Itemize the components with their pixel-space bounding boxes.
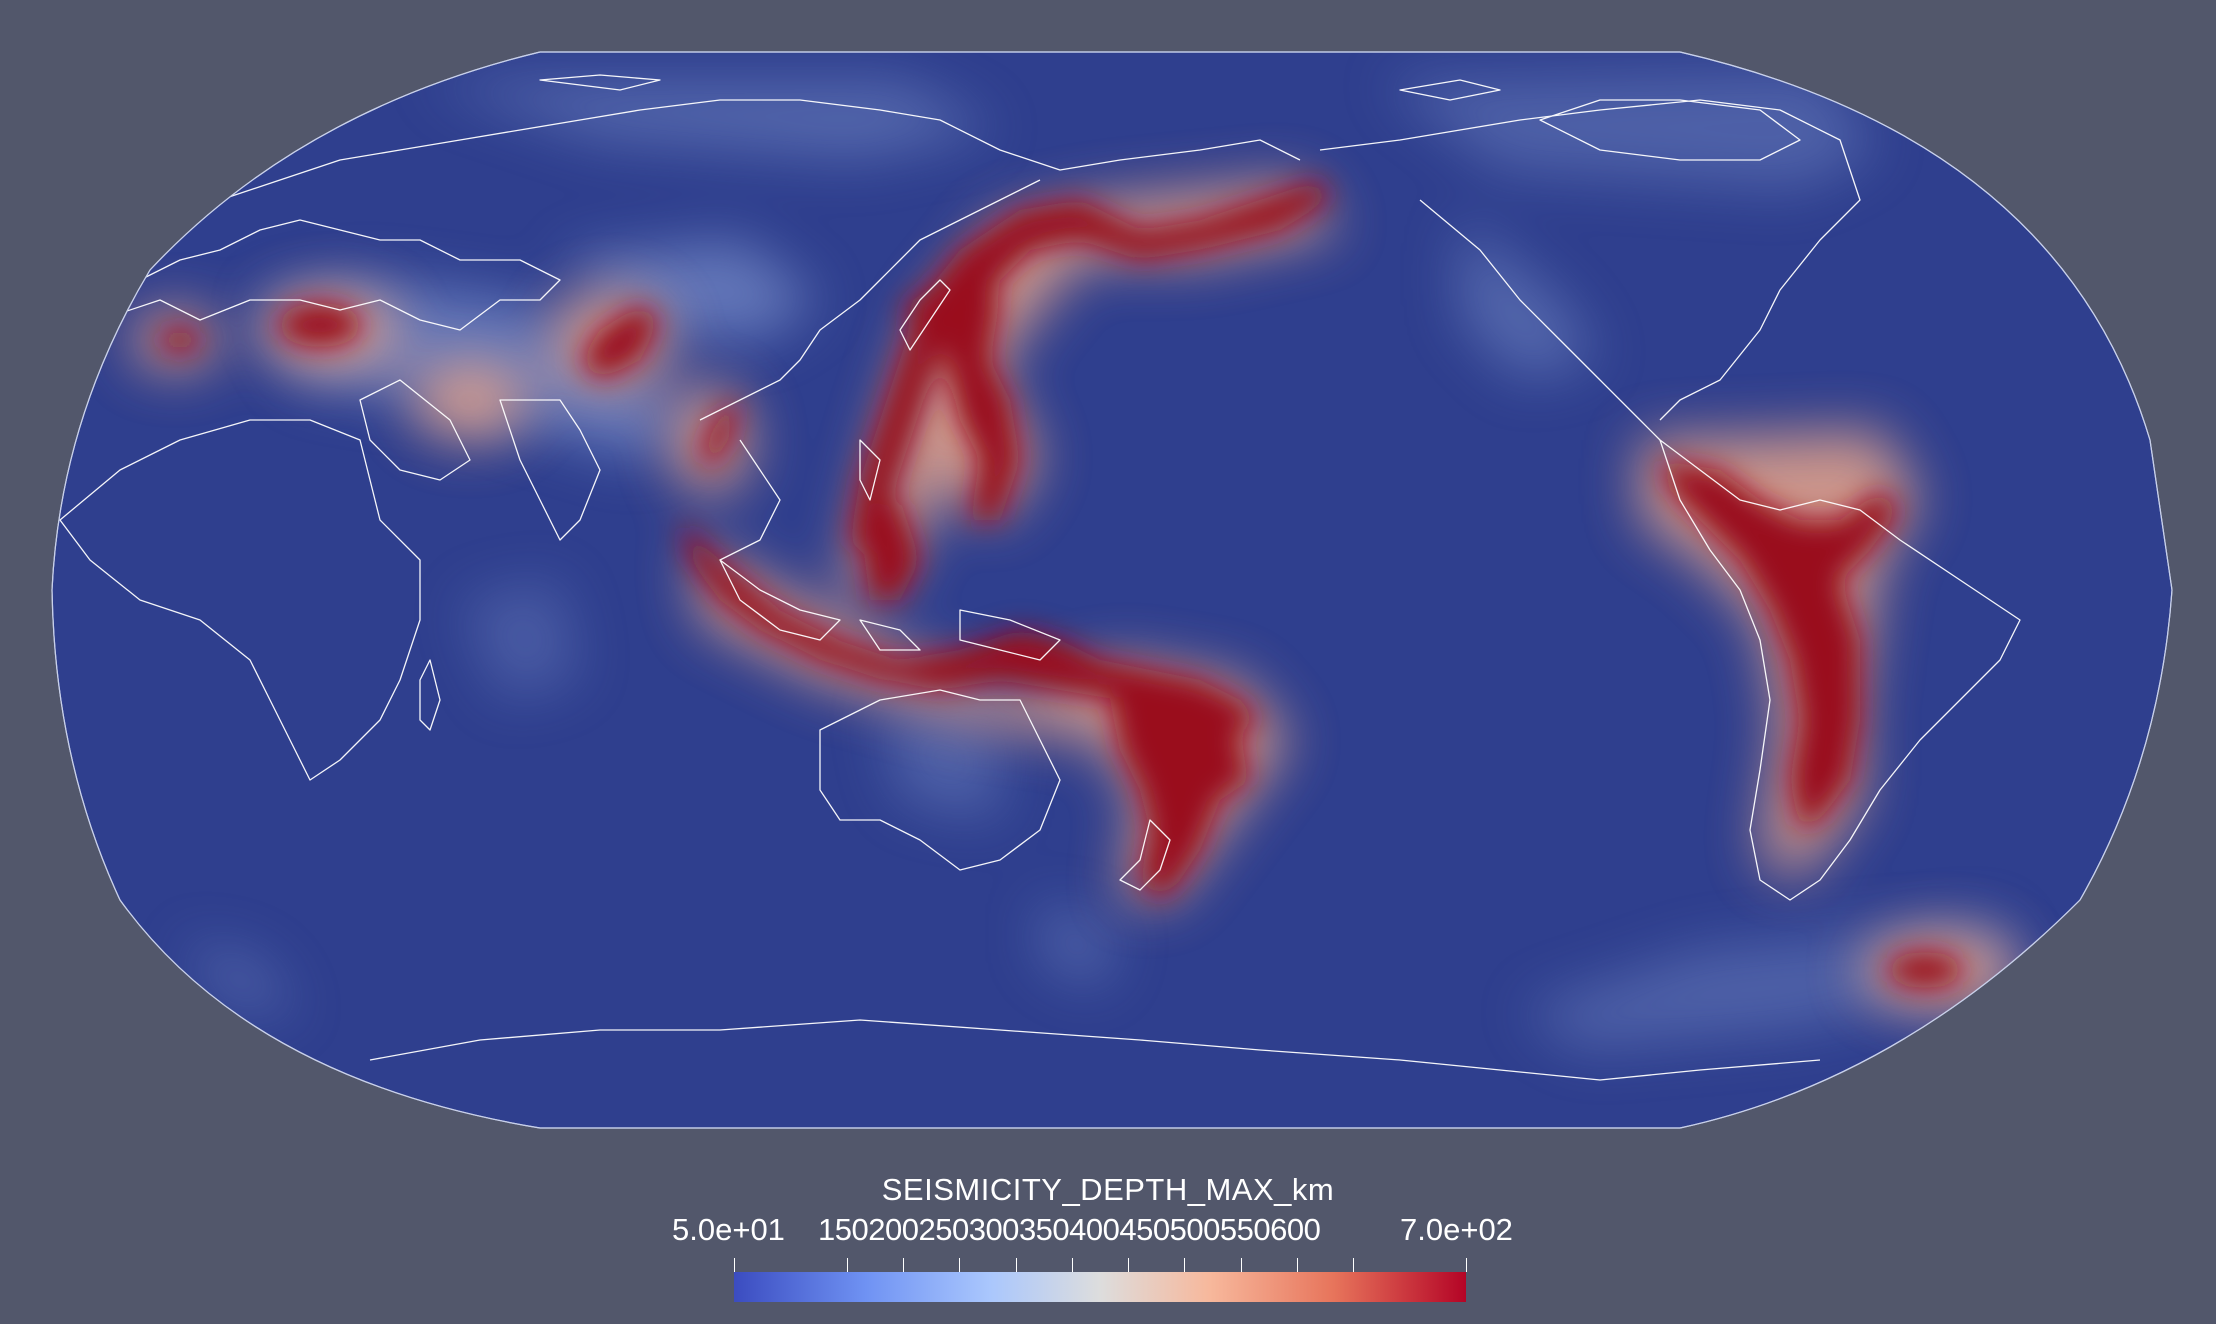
globe-outline bbox=[51, 51, 2173, 1129]
max-depth-core bbox=[160, 180, 1963, 988]
coastlines bbox=[59, 74, 2021, 1081]
